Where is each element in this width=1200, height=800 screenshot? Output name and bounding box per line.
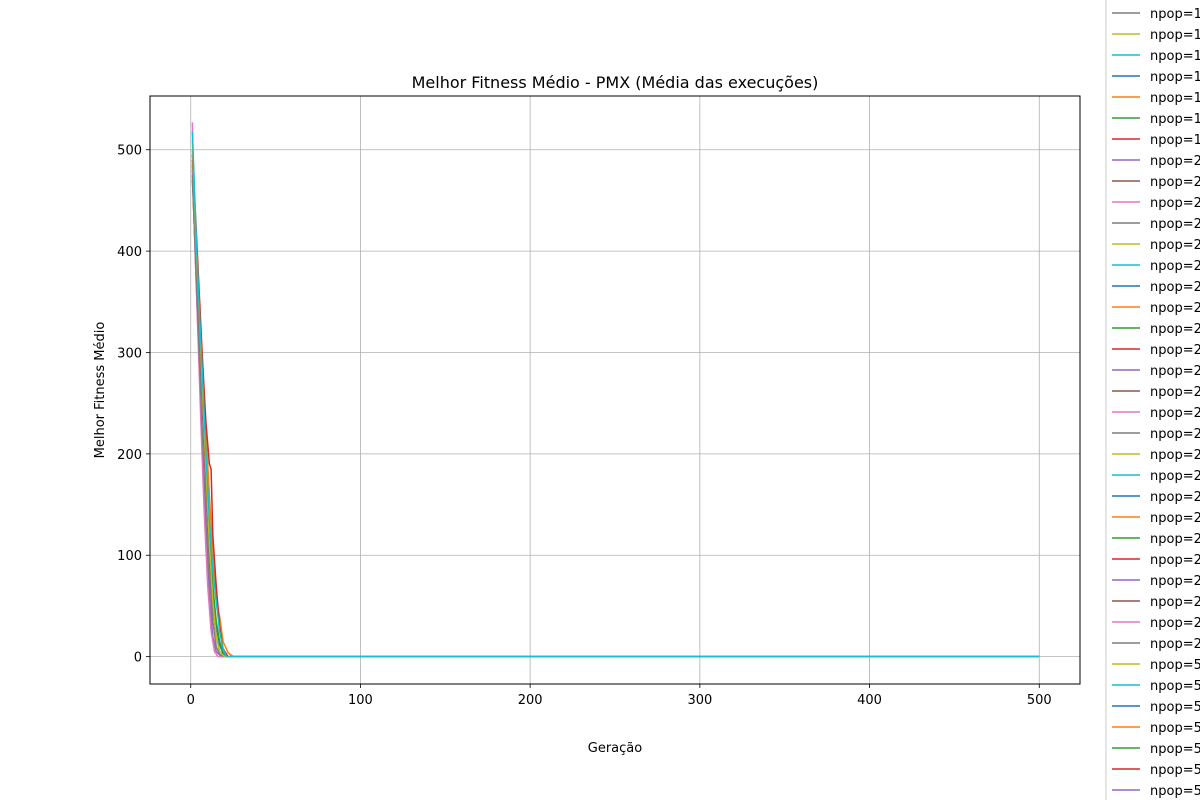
series-line — [191, 180, 1040, 658]
x-tick-label: 100 — [348, 693, 373, 708]
legend-label: npop=2 — [1150, 511, 1200, 526]
legend-label: npop=2 — [1150, 364, 1200, 379]
legend-label: npop=1 — [1150, 112, 1200, 127]
legend-label: npop=2 — [1150, 196, 1200, 211]
legend-label: npop=1 — [1150, 91, 1200, 106]
legend-label: npop=5 — [1150, 658, 1200, 673]
y-tick-label: 500 — [117, 144, 142, 159]
chart-title: Melhor Fitness Médio - PMX (Média das ex… — [412, 73, 819, 92]
x-axis-label: Geração — [588, 741, 642, 756]
x-tick-label: 0 — [187, 693, 195, 708]
legend-label: npop=2 — [1150, 448, 1200, 463]
series-line — [191, 139, 1040, 658]
series-line — [191, 154, 1040, 658]
legend-label: npop=2 — [1150, 553, 1200, 568]
y-tick-label: 400 — [117, 245, 142, 260]
axis-ticks: 0 100 200 300 400 500 0 100 200 300 400 500 — [117, 144, 1052, 708]
x-tick-label: 500 — [1027, 693, 1052, 708]
x-tick-label: 400 — [857, 693, 882, 708]
series-line — [191, 131, 1040, 658]
legend-label: npop=2 — [1150, 343, 1200, 358]
legend-label: npop=1 — [1150, 49, 1200, 64]
grid-lines — [150, 96, 1080, 684]
legend-label: npop=5 — [1150, 784, 1200, 799]
legend-label: npop=2 — [1150, 406, 1200, 421]
legend-label: npop=2 — [1150, 154, 1200, 169]
series-line — [191, 159, 1040, 658]
legend-label: npop=2 — [1150, 238, 1200, 253]
legend-label: npop=2 — [1150, 574, 1200, 589]
y-tick-label: 300 — [117, 346, 142, 361]
series-line — [191, 164, 1040, 658]
legend-label: npop=2 — [1150, 217, 1200, 232]
series-line — [191, 169, 1040, 658]
legend-label: npop=2 — [1150, 427, 1200, 442]
legend-label: npop=1 — [1150, 28, 1200, 43]
legend-label: npop=2 — [1150, 616, 1200, 631]
legend-label: npop=2 — [1150, 259, 1200, 274]
legend: npop=1 npop=1 npop=1 npop=1 npop=1 npop=1 npop… — [1105, 0, 1200, 800]
legend-label: npop=2 — [1150, 301, 1200, 316]
x-tick-label: 300 — [687, 693, 712, 708]
legend-label: npop=5 — [1150, 679, 1200, 694]
legend-label: npop=2 — [1150, 490, 1200, 505]
legend-label: npop=2 — [1150, 469, 1200, 484]
legend-label: npop=5 — [1150, 721, 1200, 736]
series-lines — [191, 122, 1040, 658]
legend-label: npop=2 — [1150, 637, 1200, 652]
legend-label: npop=1 — [1150, 70, 1200, 85]
series-line — [191, 149, 1040, 658]
plot-frame — [149, 95, 1081, 685]
y-tick-label: 100 — [117, 549, 142, 564]
y-tick-label: 200 — [117, 448, 142, 463]
legend-label: npop=1 — [1150, 7, 1200, 22]
series-line — [191, 122, 1040, 658]
legend-label: npop=2 — [1150, 595, 1200, 610]
x-tick-label: 200 — [518, 693, 543, 708]
series-line — [191, 175, 1040, 658]
y-tick-label: 0 — [134, 651, 142, 666]
legend-label: npop=1 — [1150, 133, 1200, 148]
legend-label: npop=5 — [1150, 700, 1200, 715]
legend-label: npop=2 — [1150, 280, 1200, 295]
legend-label: npop=5 — [1150, 742, 1200, 757]
legend-label: npop=2 — [1150, 532, 1200, 547]
legend-label: npop=5 — [1150, 763, 1200, 778]
legend-label: npop=2 — [1150, 175, 1200, 190]
y-axis-label: Melhor Fitness Médio — [93, 322, 108, 459]
legend-label: npop=2 — [1150, 322, 1200, 337]
legend-label: npop=2 — [1150, 385, 1200, 400]
